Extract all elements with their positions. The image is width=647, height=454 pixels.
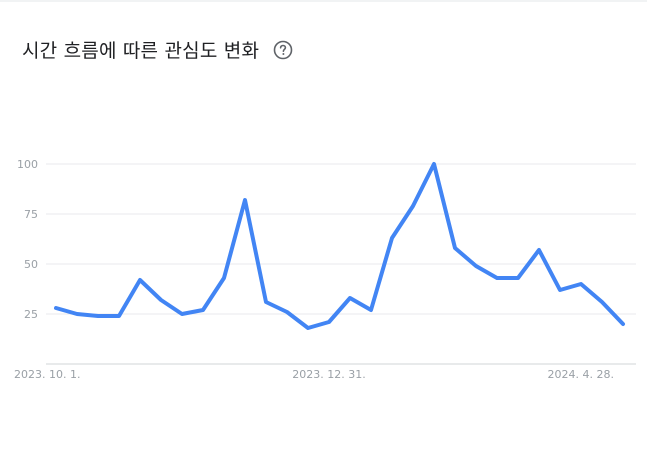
- x-tick-label-2: 2024. 4. 28.: [548, 368, 614, 381]
- x-tick-label-0: 2023. 10. 1.: [14, 368, 80, 381]
- x-tick-label-1: 2023. 12. 31.: [292, 368, 365, 381]
- card-header: 시간 흐름에 따른 관심도 변화: [22, 36, 293, 63]
- y-tick-label-25: 25: [24, 308, 38, 321]
- series-line: [54, 162, 625, 330]
- help-icon-glyph: [273, 40, 293, 59]
- y-tick-label-100: 100: [17, 158, 38, 171]
- top-divider: [0, 0, 647, 2]
- y-tick-label-50: 50: [24, 258, 38, 271]
- y-tick-label-75: 75: [24, 208, 38, 221]
- chart-title: 시간 흐름에 따른 관심도 변화: [22, 40, 260, 62]
- help-circle-icon[interactable]: [273, 40, 293, 60]
